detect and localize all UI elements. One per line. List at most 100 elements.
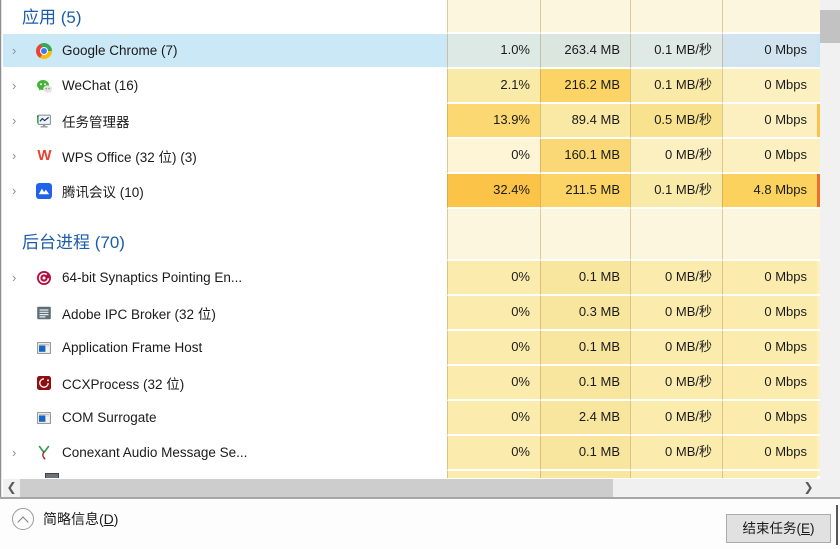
next-column-sliver xyxy=(817,471,820,478)
process-row[interactable]: › Google Chrome (7) 1.0% 263.4 MB 0.1 MB/秒 0 … xyxy=(3,34,820,69)
disk-cell: 0.1 MB/秒 xyxy=(630,174,722,209)
window-right-edge xyxy=(836,505,838,545)
end-task-button[interactable]: 结束任务(E) xyxy=(726,514,831,543)
next-column-sliver xyxy=(817,34,820,69)
status-bar: 简略信息(D) 结束任务(E) xyxy=(0,497,840,549)
scroll-left-arrow-icon[interactable]: ❮ xyxy=(6,480,17,494)
next-column-sliver xyxy=(817,296,820,331)
next-column-sliver xyxy=(817,174,820,209)
network-cell: 0 Mbps xyxy=(722,401,817,436)
memory-cell: 211.5 MB xyxy=(540,174,630,209)
process-name: Google Chrome (7) xyxy=(62,43,178,58)
process-row[interactable]: › Conexant Audio Message Se... 0% 0.1 MB 0 M… xyxy=(3,436,820,471)
window-app-icon xyxy=(36,410,52,426)
process-name: 64-bit Synaptics Pointing En... xyxy=(62,270,243,285)
expand-chevron-icon[interactable]: › xyxy=(12,183,17,198)
memory-cell: 2.4 MB xyxy=(540,401,630,436)
process-name-cell: › Google Chrome (7) xyxy=(3,34,447,69)
cpu-cell: 0% xyxy=(447,296,540,331)
memory-cell: 89.4 MB xyxy=(540,104,630,139)
process-row[interactable]: › W WPS Office (32 位) (3) 0% 160.1 MB 0 MB/秒 0… xyxy=(3,139,820,174)
cpu-cell: 0% xyxy=(447,139,540,174)
group-title: 后台进程 (70) xyxy=(22,233,125,252)
process-name: Application Frame Host xyxy=(62,340,203,355)
network-cell xyxy=(722,0,817,34)
expand-chevron-icon[interactable]: › xyxy=(12,43,17,58)
network-cell: 0 Mbps xyxy=(722,436,817,471)
horizontal-scrollbar-thumb[interactable] xyxy=(20,479,613,497)
network-cell: 0 Mbps xyxy=(722,139,817,174)
clipped-app-icon xyxy=(45,473,59,478)
expand-chevron-icon[interactable]: › xyxy=(12,78,17,93)
disk-cell xyxy=(630,0,722,34)
next-column-sliver xyxy=(817,104,820,139)
next-column-sliver xyxy=(817,139,820,174)
cpu-cell: 2.1% xyxy=(447,69,540,104)
group-header-row[interactable]: 后台进程 (70) xyxy=(3,209,820,261)
next-column-sliver xyxy=(817,261,820,296)
network-cell xyxy=(722,471,817,478)
synaptics-app-icon xyxy=(36,270,52,286)
vertical-scrollbar[interactable] xyxy=(820,0,840,479)
disk-cell: 0 MB/秒 xyxy=(630,331,722,366)
process-name-cell: › 腾讯会议 (10) xyxy=(3,174,447,209)
expand-chevron-icon[interactable]: › xyxy=(12,445,17,460)
process-name: COM Surrogate xyxy=(62,410,157,425)
next-column-sliver xyxy=(817,209,820,261)
process-row[interactable]: › 腾讯会议 (10) 32.4% 211.5 MB 0.1 MB/秒 4.8 Mbps xyxy=(3,174,820,209)
process-row[interactable]: › WeChat (16) 2.1% 216.2 MB 0.1 MB/秒 0 Mbps xyxy=(3,69,820,104)
tencent-app-icon xyxy=(36,182,52,199)
next-column-sliver xyxy=(817,0,820,34)
group-header-name-cell: 后台进程 (70) xyxy=(3,209,447,261)
disk-cell: 0.1 MB/秒 xyxy=(630,34,722,69)
expand-chevron-icon[interactable]: › xyxy=(12,113,17,128)
process-row[interactable]: ›CCXProcess (32 位)0%0.1 MB0 MB/秒0 Mbps xyxy=(3,366,820,401)
next-column-sliver xyxy=(817,331,820,366)
disk-cell xyxy=(630,209,722,261)
memory-cell xyxy=(540,0,630,34)
expand-chevron-icon[interactable]: › xyxy=(12,148,17,163)
next-column-sliver xyxy=(817,401,820,436)
conexant-app-icon xyxy=(36,445,52,461)
process-row[interactable]: ›Adobe IPC Broker (32 位)0%0.3 MB0 MB/秒0 … xyxy=(3,296,820,331)
fewer-details-toggle[interactable]: 简略信息(D) xyxy=(12,508,118,530)
disk-cell: 0 MB/秒 xyxy=(630,436,722,471)
window-app-icon xyxy=(36,340,52,356)
memory-cell: 0.1 MB xyxy=(540,331,630,366)
memory-cell xyxy=(540,209,630,261)
group-header-name-cell: 应用 (5) xyxy=(3,0,447,34)
next-column-sliver xyxy=(817,366,820,401)
memory-cell: 216.2 MB xyxy=(540,69,630,104)
process-name: 腾讯会议 (10) xyxy=(62,184,144,200)
process-name: Conexant Audio Message Se... xyxy=(62,445,248,460)
process-row[interactable]: › 任务管理器 13.9% 89.4 MB 0.5 MB/秒 0 Mbps xyxy=(3,104,820,139)
clipped-process-row xyxy=(3,471,820,478)
process-name-cell: ›CCXProcess (32 位) xyxy=(3,366,447,401)
ccx-app-icon xyxy=(36,375,52,391)
cpu-cell xyxy=(447,209,540,261)
process-name: WeChat (16) xyxy=(62,78,139,93)
scroll-right-arrow-icon[interactable]: ❯ xyxy=(803,480,814,494)
process-name-cell: ›Adobe IPC Broker (32 位) xyxy=(3,296,447,331)
horizontal-scrollbar[interactable]: ❮ ❯ xyxy=(3,479,817,497)
process-name-cell xyxy=(3,471,447,478)
adobe-app-icon xyxy=(36,305,52,321)
chevron-up-circle-icon xyxy=(12,508,34,530)
process-name: 任务管理器 xyxy=(62,114,130,130)
process-row[interactable]: › 64-bit Synaptics Pointing En... 0% 0.1 MB… xyxy=(3,261,820,296)
cpu-cell xyxy=(447,0,540,34)
group-header-row[interactable]: 应用 (5) xyxy=(3,0,820,34)
expand-chevron-icon[interactable]: › xyxy=(12,270,17,285)
process-name-cell: › W WPS Office (32 位) (3) xyxy=(3,139,447,174)
cpu-cell: 1.0% xyxy=(447,34,540,69)
network-cell: 0 Mbps xyxy=(722,104,817,139)
network-cell: 0 Mbps xyxy=(722,331,817,366)
vertical-scrollbar-thumb[interactable] xyxy=(820,10,840,43)
cpu-cell: 0% xyxy=(447,436,540,471)
process-name-cell: ›Application Frame Host xyxy=(3,331,447,366)
next-column-sliver xyxy=(817,69,820,104)
cpu-cell: 0% xyxy=(447,331,540,366)
